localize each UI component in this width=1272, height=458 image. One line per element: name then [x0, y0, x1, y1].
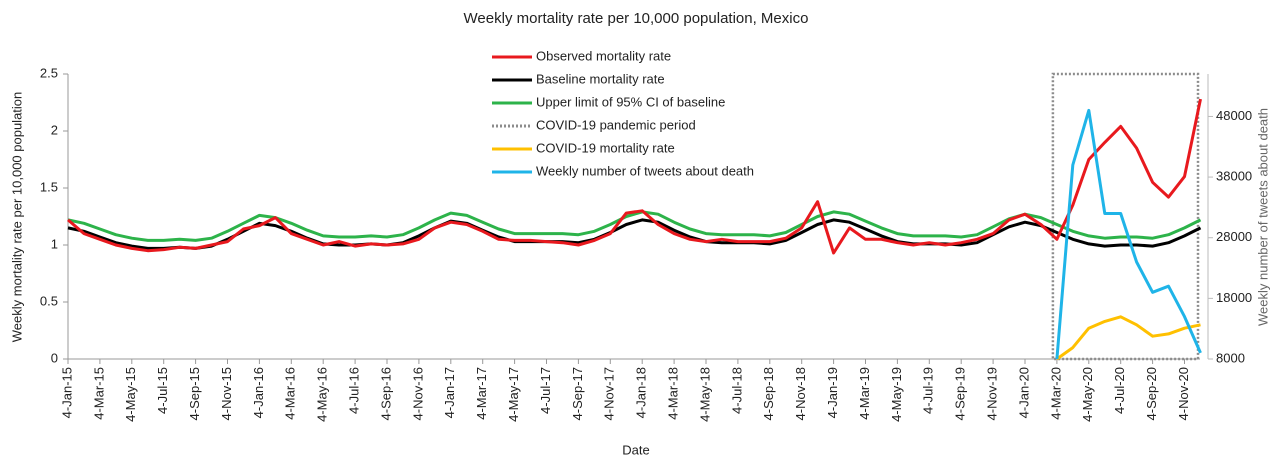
series-line: [1055, 108, 1202, 360]
y2-tick-label: 8000: [1216, 350, 1245, 365]
x-tick-label: 4-Jan-19: [825, 367, 840, 418]
x-tick-label: 4-Mar-18: [666, 367, 681, 420]
x-tick-label: 4-Jul-16: [347, 367, 362, 414]
legend-label: COVID-19 pandemic period: [536, 117, 696, 132]
x-tick-label: 4-Mar-16: [283, 367, 298, 420]
x-tick-label: 4-Nov-19: [985, 367, 1000, 420]
x-tick-label: 4-Nov-16: [410, 367, 425, 420]
legend-label: Upper limit of 95% CI of baseline: [536, 94, 725, 109]
y2-tick-label: 48000: [1216, 108, 1252, 123]
x-tick-label: 4-Sep-20: [1144, 367, 1159, 420]
x-tick-label: 4-May-16: [315, 367, 330, 422]
x-tick-label: 4-Jul-18: [729, 367, 744, 414]
x-tick-label: 4-Nov-17: [602, 367, 617, 420]
x-tick-label: 4-Jan-16: [251, 367, 266, 418]
y2-tick-label: 28000: [1216, 229, 1252, 244]
x-tick-label: 4-Jul-19: [921, 367, 936, 414]
y2-tick-label: 18000: [1216, 290, 1252, 305]
x-tick-label: 4-Jul-15: [155, 367, 170, 414]
x-tick-label: 4-May-17: [506, 367, 521, 422]
y-tick-label: 1: [51, 236, 58, 251]
x-tick-label: 4-Jan-17: [442, 367, 457, 418]
x-tick-label: 4-Sep-17: [570, 367, 585, 420]
x-tick-label: 4-Jul-17: [538, 367, 553, 414]
x-tick-label: 4-Jan-20: [1016, 367, 1031, 418]
y-tick-label: 2.5: [40, 65, 58, 80]
x-tick-label: 4-Nov-15: [219, 367, 234, 420]
x-tick-label: 4-Sep-19: [953, 367, 968, 420]
x-tick-label: 4-Mar-15: [91, 367, 106, 420]
x-axis-label: Date: [622, 442, 649, 457]
x-tick-label: 4-Nov-18: [793, 367, 808, 420]
x-tick-label: 4-Mar-17: [474, 367, 489, 420]
x-tick-label: 4-Jan-15: [59, 367, 74, 418]
series-line: [67, 98, 1202, 255]
x-tick-label: 4-May-20: [1080, 367, 1095, 422]
x-tick-label: 4-Mar-19: [857, 367, 872, 420]
y-axis-label: Weekly mortality rate per 10,000 populat…: [9, 92, 24, 343]
x-tick-label: 4-Jul-20: [1112, 367, 1127, 414]
y2-axis-label: Weekly number of tweets about death: [1255, 108, 1270, 326]
legend-label: Weekly number of tweets about death: [536, 163, 754, 178]
x-tick-label: 4-Mar-20: [1048, 367, 1063, 420]
x-tick-label: 4-Sep-18: [761, 367, 776, 420]
legend-label: Observed mortality rate: [536, 48, 671, 63]
y-tick-label: 0.5: [40, 293, 58, 308]
x-tick-label: 4-Sep-15: [187, 367, 202, 420]
x-tick-label: 4-Jan-18: [634, 367, 649, 418]
y-tick-label: 2: [51, 122, 58, 137]
y-tick-label: 1.5: [40, 179, 58, 194]
series-line: [1056, 315, 1201, 361]
x-tick-label: 4-May-15: [123, 367, 138, 422]
legend-label: COVID-19 mortality rate: [536, 140, 675, 155]
legend-label: Baseline mortality rate: [536, 71, 665, 86]
x-tick-label: 4-May-19: [889, 367, 904, 422]
chart-title: Weekly mortality rate per 10,000 populat…: [464, 10, 809, 27]
y-tick-label: 0: [51, 350, 58, 365]
x-tick-label: 4-Nov-20: [1176, 367, 1191, 420]
x-tick-label: 4-May-18: [697, 367, 712, 422]
x-tick-label: 4-Sep-16: [378, 367, 393, 420]
pandemic-period: [1051, 72, 1200, 361]
y2-tick-label: 38000: [1216, 169, 1252, 184]
